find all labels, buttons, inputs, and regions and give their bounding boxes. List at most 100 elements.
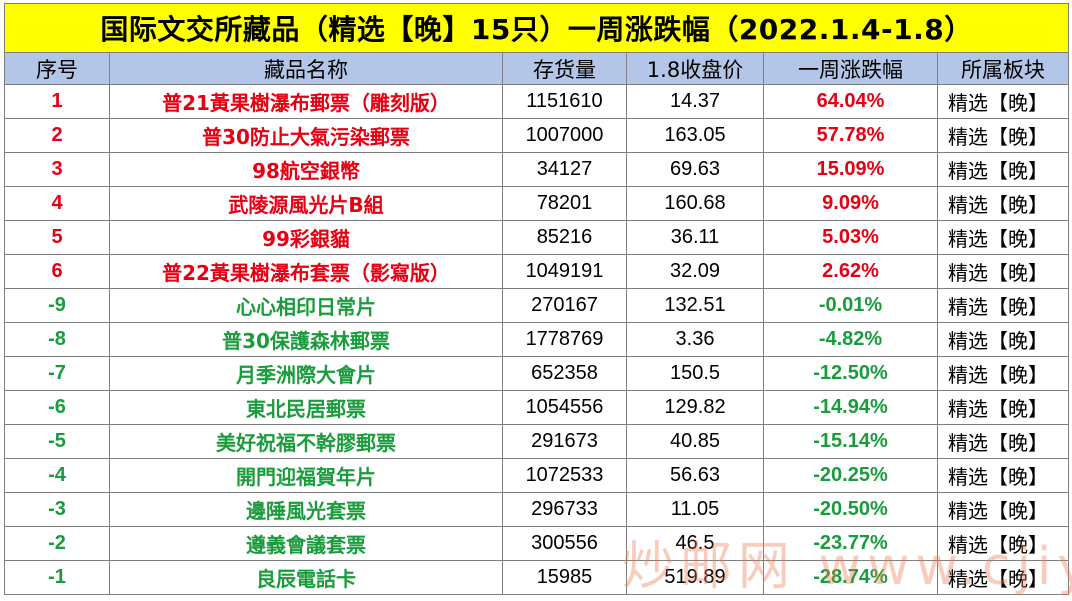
stock-cell: 85216 — [502, 220, 627, 255]
price-cell: 11.05 — [626, 492, 764, 527]
price-cell: 56.63 — [626, 458, 764, 493]
title-row: 国际文交所藏品（精选【晚】15只）一周涨跌幅（2022.1.4-1.8） — [3, 3, 1070, 53]
name-cell: 普21黃果樹瀑布郵票（雕刻版） — [109, 84, 503, 119]
name-cell: 開門迎福賀年片 — [109, 458, 503, 493]
price-cell: 14.37 — [626, 84, 764, 119]
sector-cell: 精选【晚】 — [936, 424, 1070, 459]
stock-cell: 78201 — [502, 186, 627, 221]
rank-cell: -5 — [4, 424, 110, 459]
rank-cell: -1 — [4, 560, 110, 595]
sector-cell: 精选【晚】 — [936, 560, 1070, 595]
change-cell: -4.82% — [763, 322, 938, 357]
sector-cell: 精选【晚】 — [936, 220, 1070, 255]
stock-cell: 296733 — [502, 492, 627, 527]
sector-cell: 精选【晚】 — [936, 152, 1070, 187]
name-cell: 99彩銀貓 — [109, 220, 503, 255]
stock-cell: 652358 — [502, 356, 627, 391]
name-cell: 武陵源風光片B組 — [109, 186, 503, 221]
change-cell: -20.50% — [763, 492, 938, 527]
rank-cell: -9 — [4, 288, 110, 323]
stock-cell: 1054556 — [502, 390, 627, 425]
table-body: 1 普21黃果樹瀑布郵票（雕刻版） 1151610 14.37 64.04% 精选【晚】 2… — [4, 84, 1070, 595]
table-row: -8 普30保護森林郵票 1778769 3.36 -4.82% 精选【晚】 — [4, 322, 1070, 357]
price-cell: 36.11 — [626, 220, 764, 255]
price-cell: 46.5 — [626, 526, 764, 561]
change-cell: 64.04% — [763, 84, 938, 119]
price-cell: 32.09 — [626, 254, 764, 289]
table-row: -9 心心相印日常片 270167 132.51 -0.01% 精选【晚】 — [4, 288, 1070, 323]
name-cell: 美好祝福不幹膠郵票 — [109, 424, 503, 459]
price-cell: 132.51 — [626, 288, 764, 323]
sector-cell: 精选【晚】 — [936, 322, 1070, 357]
stock-cell: 291673 — [502, 424, 627, 459]
table-row: -4 開門迎福賀年片 1072533 56.63 -20.25% 精选【晚】 — [4, 458, 1070, 493]
change-cell: -0.01% — [763, 288, 938, 323]
price-cell: 69.63 — [626, 152, 764, 187]
header-name: 藏品名称 — [109, 52, 503, 85]
rank-cell: 3 — [4, 152, 110, 187]
change-cell: 9.09% — [763, 186, 938, 221]
name-cell: 心心相印日常片 — [109, 288, 503, 323]
change-cell: -20.25% — [763, 458, 938, 493]
table-row: -5 美好祝福不幹膠郵票 291673 40.85 -15.14% 精选【晚】 — [4, 424, 1070, 459]
stock-cell: 1049191 — [502, 254, 627, 289]
table-row: 1 普21黃果樹瀑布郵票（雕刻版） 1151610 14.37 64.04% 精选【晚】 — [4, 84, 1070, 119]
header-stock: 存货量 — [502, 52, 627, 85]
rank-cell: -7 — [4, 356, 110, 391]
stock-cell: 300556 — [502, 526, 627, 561]
stock-cell: 1778769 — [502, 322, 627, 357]
rank-cell: -3 — [4, 492, 110, 527]
price-cell: 163.05 — [626, 118, 764, 153]
price-cell: 129.82 — [626, 390, 764, 425]
change-cell: -23.77% — [763, 526, 938, 561]
sector-cell: 精选【晚】 — [936, 288, 1070, 323]
header-sector: 所属板块 — [936, 52, 1070, 85]
stock-cell: 1072533 — [502, 458, 627, 493]
name-cell: 98航空銀幣 — [109, 152, 503, 187]
change-cell: -14.94% — [763, 390, 938, 425]
table-row: 4 武陵源風光片B組 78201 160.68 9.09% 精选【晚】 — [4, 186, 1070, 221]
sector-cell: 精选【晚】 — [936, 186, 1070, 221]
header-rank: 序号 — [4, 52, 110, 85]
header-row: 序号 藏品名称 存货量 1.8收盘价 一周涨跌幅 所属板块 — [4, 52, 1070, 85]
table-row: 3 98航空銀幣 34127 69.63 15.09% 精选【晚】 — [4, 152, 1070, 187]
name-cell: 月季洲際大會片 — [109, 356, 503, 391]
price-cell: 160.68 — [626, 186, 764, 221]
header-close-price: 1.8收盘价 — [626, 52, 764, 85]
price-cell: 519.89 — [626, 560, 764, 595]
change-cell: 57.78% — [763, 118, 938, 153]
change-cell: -28.74% — [763, 560, 938, 595]
table-row: -1 良辰電話卡 15985 519.89 -28.74% 精选【晚】 — [4, 560, 1070, 595]
price-cell: 150.5 — [626, 356, 764, 391]
table-title: 国际文交所藏品（精选【晚】15只）一周涨跌幅（2022.1.4-1.8） — [3, 3, 1070, 53]
sector-cell: 精选【晚】 — [936, 390, 1070, 425]
stock-cell: 15985 — [502, 560, 627, 595]
change-cell: 15.09% — [763, 152, 938, 187]
sector-cell: 精选【晚】 — [936, 118, 1070, 153]
rank-cell: -8 — [4, 322, 110, 357]
change-cell: -15.14% — [763, 424, 938, 459]
header-weekly-change: 一周涨跌幅 — [763, 52, 938, 85]
rank-cell: 6 — [4, 254, 110, 289]
price-cell: 3.36 — [626, 322, 764, 357]
name-cell: 普30防止大氣污染郵票 — [109, 118, 503, 153]
table-row: 2 普30防止大氣污染郵票 1007000 163.05 57.78% 精选【晚】 — [4, 118, 1070, 153]
stock-cell: 34127 — [502, 152, 627, 187]
change-cell: 5.03% — [763, 220, 938, 255]
rank-cell: -6 — [4, 390, 110, 425]
rank-cell: 4 — [4, 186, 110, 221]
name-cell: 邊陲風光套票 — [109, 492, 503, 527]
rank-cell: 2 — [4, 118, 110, 153]
change-cell: 2.62% — [763, 254, 938, 289]
table-row: -6 東北民居郵票 1054556 129.82 -14.94% 精选【晚】 — [4, 390, 1070, 425]
rank-cell: 1 — [4, 84, 110, 119]
change-cell: -12.50% — [763, 356, 938, 391]
rank-cell: 5 — [4, 220, 110, 255]
sector-cell: 精选【晚】 — [936, 356, 1070, 391]
price-cell: 40.85 — [626, 424, 764, 459]
table-row: 6 普22黃果樹瀑布套票（影寫版） 1049191 32.09 2.62% 精选【晚】 — [4, 254, 1070, 289]
stock-cell: 1007000 — [502, 118, 627, 153]
sector-cell: 精选【晚】 — [936, 458, 1070, 493]
table-row: -7 月季洲際大會片 652358 150.5 -12.50% 精选【晚】 — [4, 356, 1070, 391]
name-cell: 普30保護森林郵票 — [109, 322, 503, 357]
